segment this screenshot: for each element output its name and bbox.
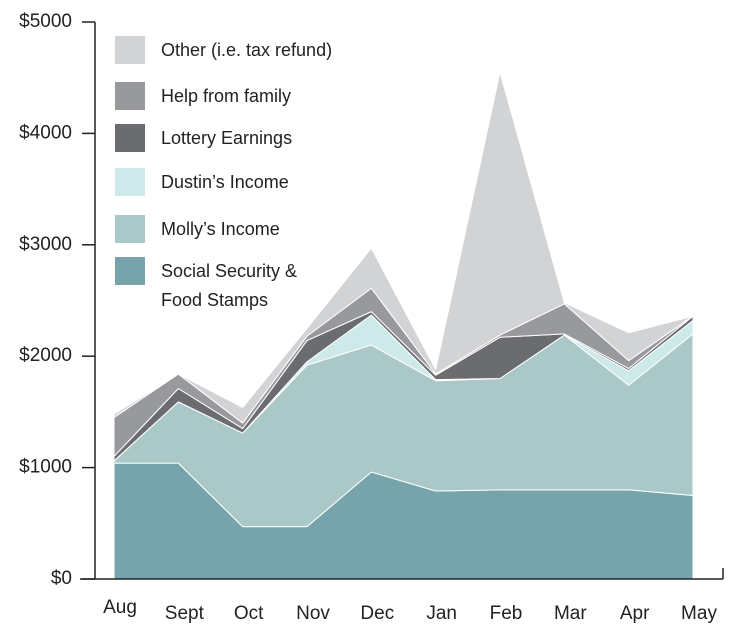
- y-tick-label: $0: [51, 568, 72, 589]
- legend-swatch: [115, 124, 145, 152]
- x-tick-label: Mar: [554, 603, 587, 624]
- y-tick-label: $5000: [19, 11, 72, 32]
- legend-item: Molly’s Income: [115, 215, 401, 244]
- x-tick-label: Oct: [234, 603, 264, 624]
- x-tick-label: Nov: [296, 603, 330, 624]
- legend-label: Dustin’s Income: [161, 172, 289, 192]
- y-tick-label: $1000: [19, 457, 72, 478]
- y-tick-label: $2000: [19, 345, 72, 366]
- y-tick-label: $3000: [19, 234, 72, 255]
- x-tick-label: Dec: [360, 603, 394, 624]
- legend-label: Lottery Earnings: [161, 128, 293, 148]
- legend-swatch: [115, 36, 145, 64]
- x-tick-label: May: [681, 603, 717, 624]
- legend-label: Molly’s Income: [161, 219, 280, 239]
- legend-swatch: [115, 168, 145, 196]
- x-tick-label: Feb: [490, 603, 523, 624]
- legend-item: Social Security & Food Stamps: [115, 257, 336, 315]
- x-tick-label: Sept: [165, 603, 205, 624]
- legend-item: Other (i.e. tax refund): [115, 36, 401, 65]
- legend-item: Dustin’s Income: [115, 168, 401, 197]
- legend-label: Other (i.e. tax refund): [161, 40, 333, 60]
- x-tick-label: Aug: [103, 597, 137, 618]
- legend-label: Social Security & Food Stamps: [161, 261, 298, 310]
- legend-item: Lottery Earnings: [115, 124, 401, 153]
- legend-item: Help from family: [115, 82, 401, 111]
- area: [113, 71, 694, 424]
- legend-label: Help from family: [161, 86, 292, 106]
- legend-swatch: [115, 257, 145, 285]
- legend-swatch: [115, 215, 145, 243]
- y-tick-label: $4000: [19, 122, 72, 143]
- x-tick-label: Apr: [620, 603, 650, 624]
- legend-swatch: [115, 82, 145, 110]
- x-tick-label: Jan: [426, 603, 457, 624]
